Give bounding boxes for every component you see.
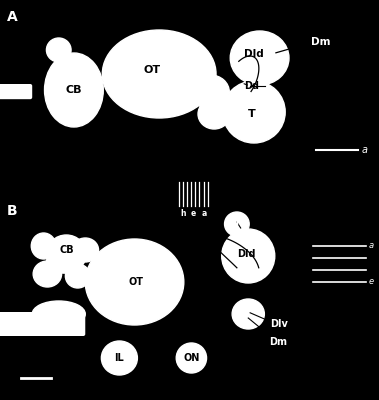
Ellipse shape <box>222 81 285 143</box>
Ellipse shape <box>198 99 230 129</box>
Text: Dm: Dm <box>269 337 288 347</box>
Text: OT: OT <box>143 65 160 75</box>
Ellipse shape <box>65 264 90 288</box>
Text: a: a <box>368 242 374 250</box>
Ellipse shape <box>102 30 216 118</box>
Ellipse shape <box>176 343 207 373</box>
Ellipse shape <box>224 212 249 236</box>
FancyBboxPatch shape <box>0 312 85 336</box>
Text: h: h <box>180 209 185 218</box>
Text: Dd: Dd <box>244 81 260 91</box>
Ellipse shape <box>191 75 229 109</box>
Text: e: e <box>191 209 196 218</box>
Text: OT: OT <box>129 277 144 287</box>
Text: Dlv: Dlv <box>269 319 288 329</box>
Ellipse shape <box>46 251 79 273</box>
Ellipse shape <box>46 235 86 273</box>
Ellipse shape <box>46 38 71 62</box>
Text: T: T <box>233 217 240 227</box>
Ellipse shape <box>222 229 275 283</box>
Ellipse shape <box>85 239 184 325</box>
Text: B: B <box>7 204 17 218</box>
Text: CB: CB <box>59 245 74 255</box>
Text: Dld: Dld <box>244 49 264 59</box>
Ellipse shape <box>232 299 265 329</box>
Text: Dm: Dm <box>311 37 330 47</box>
Text: IL: IL <box>114 353 124 363</box>
FancyBboxPatch shape <box>0 84 32 99</box>
Ellipse shape <box>72 238 99 262</box>
Text: Dld: Dld <box>237 249 255 259</box>
Text: T: T <box>248 109 256 119</box>
Ellipse shape <box>45 53 103 127</box>
Ellipse shape <box>32 301 85 327</box>
Ellipse shape <box>102 341 138 375</box>
Ellipse shape <box>33 261 61 287</box>
Text: ON: ON <box>183 353 200 363</box>
Text: a: a <box>202 209 207 218</box>
Text: A: A <box>7 10 17 24</box>
Text: CB: CB <box>66 85 82 95</box>
Text: MD: MD <box>31 317 49 327</box>
Text: a: a <box>362 145 368 155</box>
Text: e: e <box>368 278 374 286</box>
Ellipse shape <box>31 233 56 259</box>
Ellipse shape <box>230 31 289 85</box>
